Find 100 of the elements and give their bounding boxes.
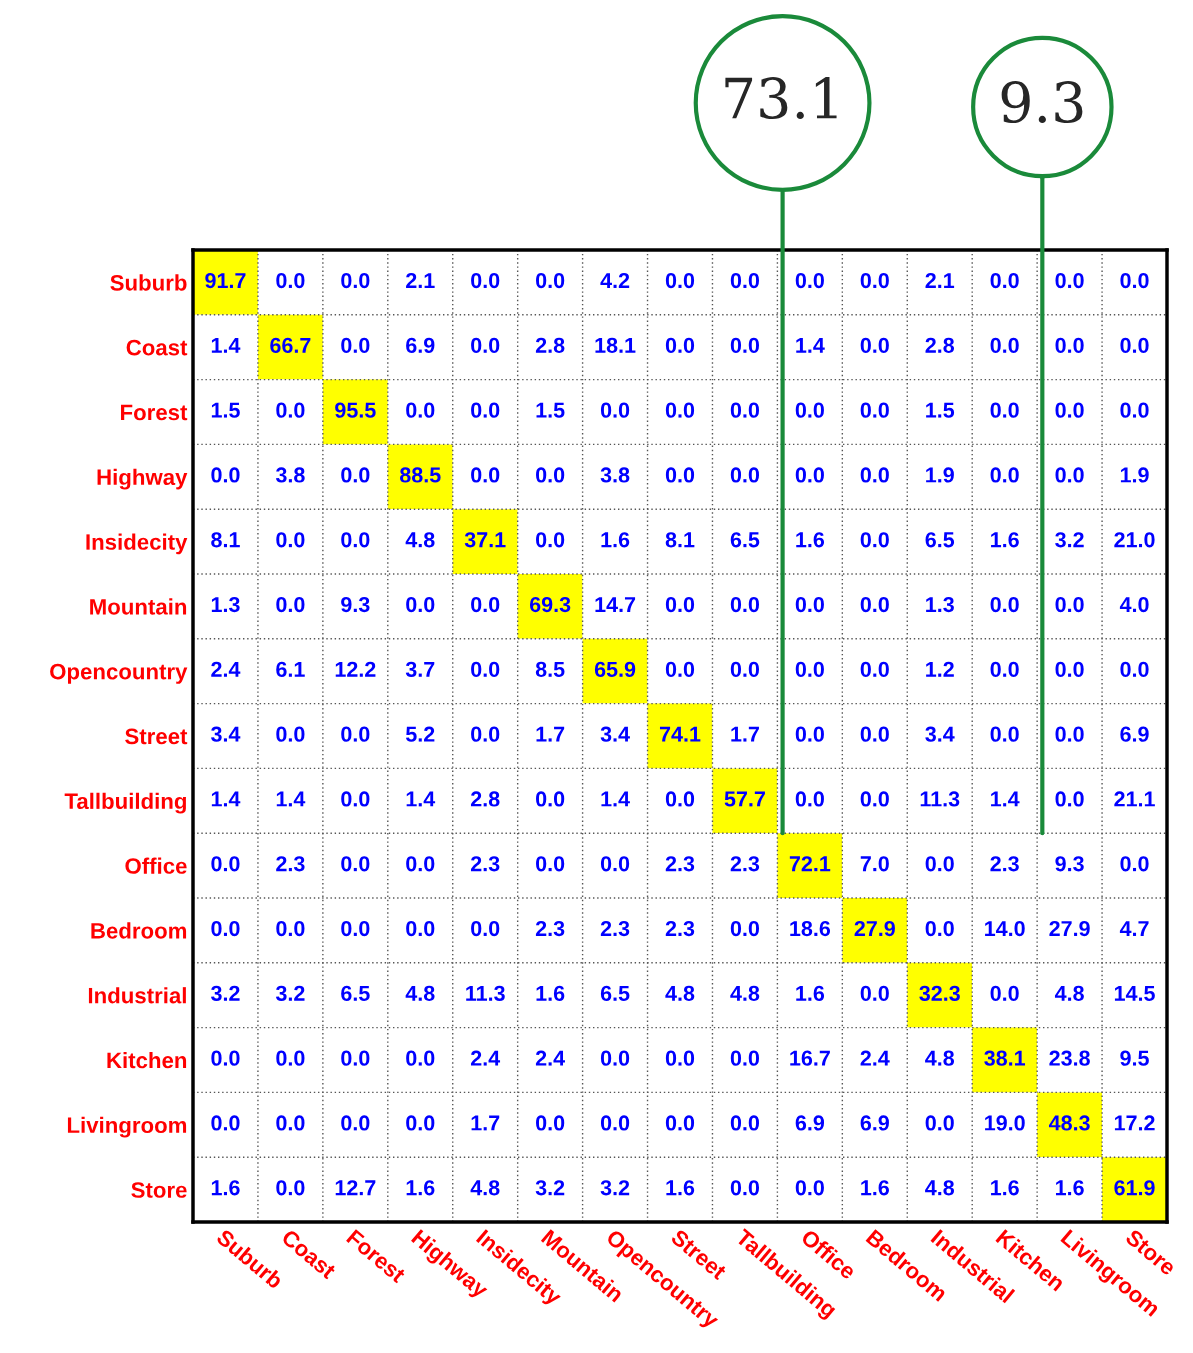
data-label: 0.0 [665, 337, 695, 353]
data-label: 6.9 [406, 337, 435, 353]
data-label: 0.0 [406, 1050, 435, 1066]
data-label: 1.5 [211, 402, 240, 418]
data-label: 4.8 [405, 985, 435, 1001]
data-label: 69.3 [529, 596, 571, 613]
data-label: 4.8 [405, 532, 435, 548]
data-label: 1.4 [211, 337, 241, 353]
data-label: 0.0 [471, 337, 500, 353]
y-tick-label: Opencountry [50, 663, 188, 684]
data-label: 12.7 [335, 1180, 376, 1196]
data-label: 0.0 [1120, 856, 1149, 872]
data-label: 0.0 [860, 596, 889, 613]
data-label: 2.4 [860, 1050, 890, 1066]
data-label: 0.0 [665, 791, 695, 807]
data-label: 0.0 [990, 402, 1019, 418]
data-label: 0.0 [730, 1050, 760, 1066]
data-label: 0.0 [211, 467, 240, 483]
data-label: 1.6 [991, 532, 1019, 548]
y-tick-label: Street [125, 728, 188, 745]
data-label: 8.1 [665, 532, 695, 548]
y-tick-label: Forest [121, 404, 188, 421]
data-label: 0.0 [600, 1115, 630, 1131]
data-label: 18.6 [790, 920, 831, 937]
data-label: 4.8 [925, 1050, 955, 1066]
data-label: 2.4 [470, 1050, 501, 1066]
data-label: 12.2 [335, 661, 376, 677]
data-label: 0.0 [795, 596, 824, 613]
data-label: 0.0 [990, 985, 1019, 1001]
data-label: 0.0 [990, 467, 1019, 483]
data-label: 6.1 [276, 661, 305, 677]
data-label: 5.2 [405, 726, 435, 742]
data-label: 0.0 [536, 791, 565, 807]
data-label: 8.5 [535, 661, 565, 677]
data-label: 0.0 [925, 1115, 954, 1131]
data-label: 0.0 [665, 272, 695, 289]
data-label: 2.3 [665, 856, 695, 872]
data-label: 1.6 [211, 1180, 240, 1196]
data-label: 14.5 [1114, 985, 1155, 1001]
data-label: 61.9 [1114, 1180, 1155, 1196]
data-label: 6.9 [795, 1115, 825, 1131]
data-label: 0.0 [211, 1050, 240, 1066]
data-label: 0.0 [341, 337, 370, 353]
data-label: 4.2 [600, 272, 630, 288]
data-label: 14.0 [985, 920, 1025, 937]
data-label: 1.3 [211, 596, 240, 613]
data-label: 27.9 [854, 920, 895, 937]
data-label: 74.1 [659, 726, 701, 742]
data-label: 0.0 [795, 1180, 824, 1196]
data-label: 0.0 [276, 1180, 305, 1196]
data-label: 3.8 [600, 467, 630, 483]
data-label: 6.5 [730, 532, 760, 548]
data-label: 9.3 [341, 596, 370, 613]
data-label: 4.8 [470, 1180, 500, 1196]
data-label: 2.4 [211, 661, 241, 677]
data-label: 0.0 [536, 856, 565, 872]
data-label: 3.2 [211, 985, 240, 1002]
data-label: 0.0 [341, 272, 370, 289]
data-label: 0.0 [211, 920, 240, 937]
y-tick-label: Office [125, 857, 187, 874]
y-tick-label: Kitchen [107, 1051, 187, 1069]
data-label: 27.9 [1049, 920, 1090, 937]
data-label: 0.0 [1120, 402, 1149, 418]
data-label: 3.2 [535, 1180, 565, 1196]
data-label: 9.3 [1055, 856, 1084, 872]
data-label: 1.7 [471, 1115, 500, 1131]
data-label: 0.0 [406, 402, 435, 418]
data-label: 2.3 [730, 856, 760, 872]
data-label: 0.0 [276, 920, 305, 937]
data-label: 0.0 [536, 532, 565, 548]
data-label: 0.0 [860, 661, 889, 677]
data-label: 0.0 [990, 661, 1019, 677]
data-label: 0.0 [860, 791, 889, 807]
data-label: 0.0 [990, 726, 1019, 742]
data-label: 2.8 [470, 791, 500, 807]
data-label: 0.0 [860, 337, 889, 353]
data-label: 4.0 [1119, 596, 1149, 613]
data-label: 0.0 [276, 402, 305, 418]
data-label: 1.6 [796, 985, 825, 1001]
data-label: 0.0 [860, 532, 889, 548]
data-label: 66.7 [270, 337, 311, 353]
data-label: 0.0 [471, 661, 500, 677]
text: 9.3 [1001, 81, 1083, 124]
data-label: 4.8 [665, 985, 695, 1001]
data-label: 0.0 [990, 596, 1019, 613]
data-label: 1.4 [211, 791, 241, 807]
data-label: 0.0 [795, 402, 824, 418]
data-label: 0.0 [860, 726, 889, 742]
data-label: 0.0 [341, 467, 370, 483]
data-label: 0.0 [860, 467, 889, 483]
data-label: 1.2 [926, 661, 954, 677]
data-label: 6.9 [1120, 726, 1149, 742]
data-label: 0.0 [730, 337, 760, 353]
data-label: 1.6 [406, 1180, 435, 1196]
data-label: 0.0 [795, 661, 824, 677]
data-label: 0.0 [665, 402, 695, 418]
data-label: 91.7 [205, 272, 246, 289]
data-label: 0.0 [795, 272, 824, 289]
data-label: 1.7 [536, 726, 565, 742]
data-label: 38.1 [984, 1050, 1026, 1066]
